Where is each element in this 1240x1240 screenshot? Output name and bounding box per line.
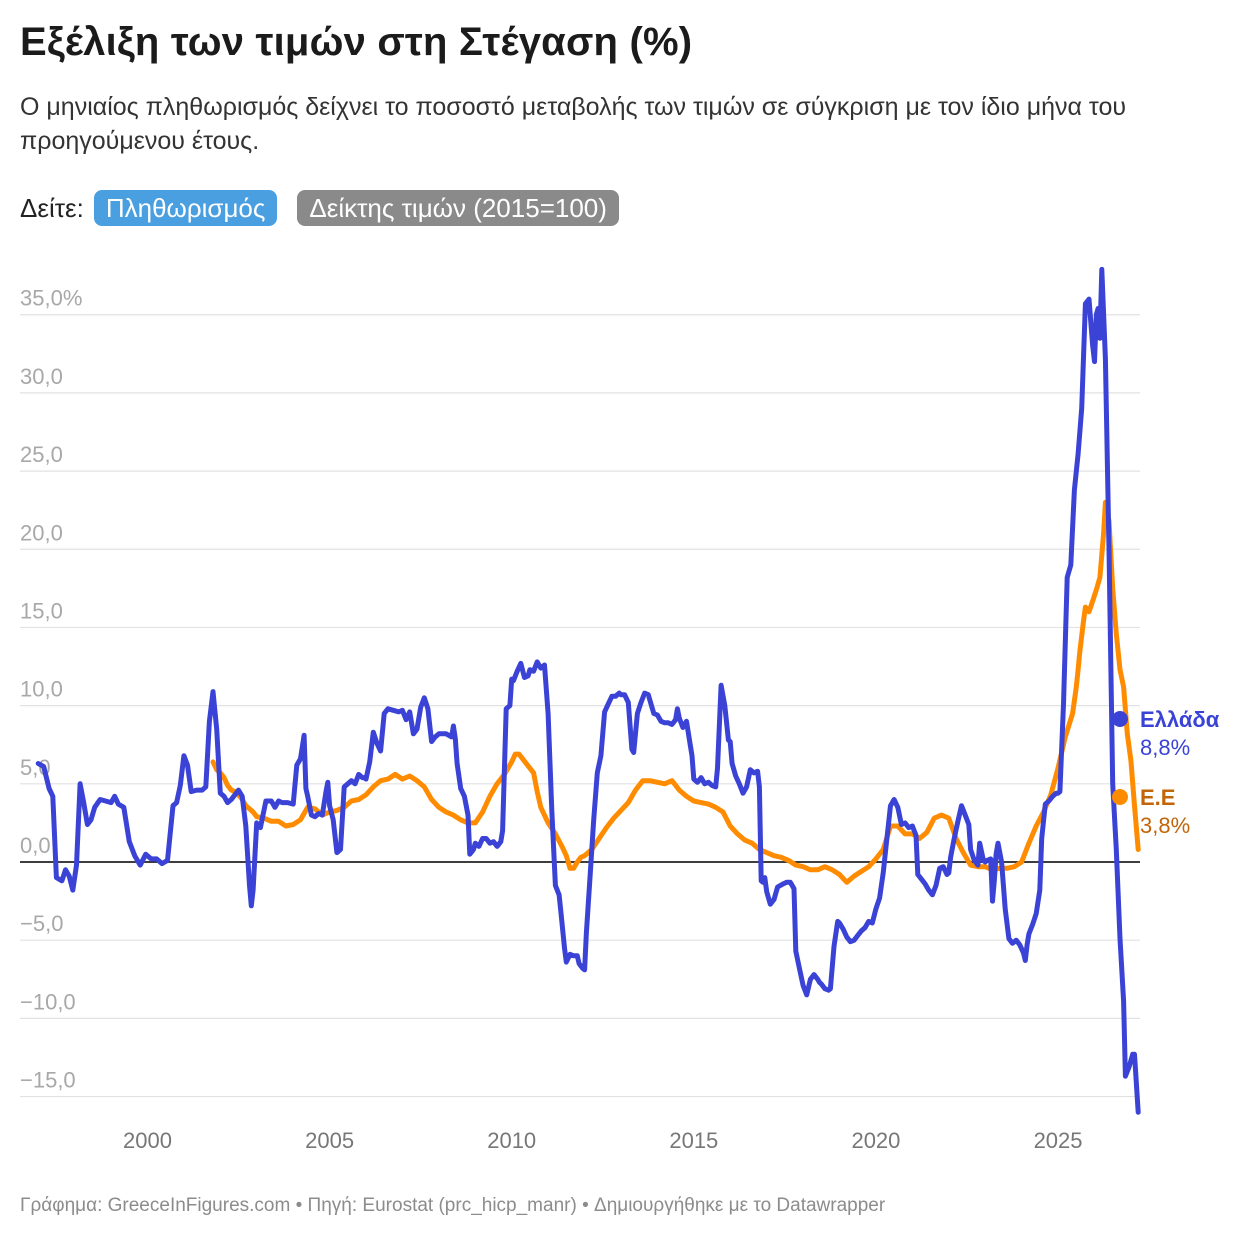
chart-footer-source: Γράφημα: GreeceInFigures.com • Πηγή: Eur… [20,1195,886,1216]
x-tick-label: 2025 [1034,1128,1083,1153]
series-value-label: 8,8% [1140,735,1190,760]
y-tick-label: −5,0 [20,911,63,936]
y-tick-label: 10,0 [20,677,63,702]
series-line-eu [210,499,1141,885]
y-tick-label: 20,0 [20,520,63,545]
y-tick-label: −10,0 [20,989,76,1014]
series-name-label: Ελλάδα [1140,707,1220,732]
x-tick-label: 2010 [487,1128,536,1153]
series-line-greece [35,266,1141,1115]
toggle-label: Δείτε: [20,192,84,223]
toggle-inflation-button[interactable]: Πληθωρισμός [93,190,278,226]
series-end-marker [1112,711,1128,727]
toggle-price-index-button[interactable]: Δείκτης τιμών (2015=100) [297,190,619,226]
y-tick-label: −15,0 [20,1068,76,1093]
x-tick-label: 2020 [851,1128,900,1153]
y-tick-label: 25,0 [20,442,63,467]
line-chart: 35,0%30,025,020,015,010,05,00,0−5,0−10,0… [20,266,1220,1153]
series-value-label: 3,8% [1140,813,1190,838]
chart-title: Εξέλιξη των τιμών στη Στέγαση (%) [20,20,693,64]
y-tick-label: 0,0 [20,833,51,858]
chart-subtitle: Ο μηνιαίος πληθωρισμός δείχνει το ποσοστ… [20,93,1127,155]
y-tick-label: 30,0 [20,364,63,389]
y-tick-label: 35,0% [20,286,82,311]
x-tick-label: 2015 [669,1128,718,1153]
view-toggle: Δείτε: Πληθωρισμός Δείκτης τιμών (2015=1… [20,190,619,226]
x-tick-label: 2000 [123,1128,172,1153]
series-end-marker [1112,789,1128,805]
x-tick-label: 2005 [305,1128,354,1153]
series-name-label: Ε.Ε [1140,785,1175,810]
y-tick-label: 15,0 [20,598,63,623]
